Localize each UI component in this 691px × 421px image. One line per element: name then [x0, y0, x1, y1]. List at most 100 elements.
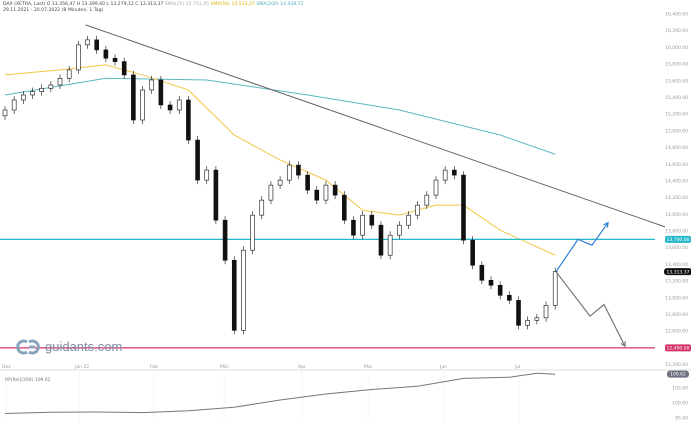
candle-body	[268, 184, 274, 201]
candle-body	[397, 224, 402, 236]
y-tick-label: 13,000.00	[665, 295, 688, 301]
candle-body	[360, 214, 365, 236]
candle-body	[296, 164, 301, 176]
candle-body	[94, 39, 99, 51]
y-tick-label: 15,400.00	[665, 95, 688, 101]
x-tick-label: Mai	[364, 364, 372, 370]
candle-body	[351, 219, 356, 236]
lower-y-tick-label: 100.00	[672, 401, 688, 407]
candle-body	[452, 169, 457, 176]
candle-body	[131, 74, 136, 121]
y-tick-label: 12,200.00	[665, 362, 688, 368]
y-tick-label: 16,200.00	[665, 28, 688, 34]
candle-body	[259, 199, 265, 216]
candle-body	[158, 79, 164, 106]
candle-body	[470, 239, 475, 266]
y-tick-label: 14,200.00	[665, 195, 688, 201]
candle-body	[121, 61, 127, 76]
scenario-down-arrow-head-icon	[620, 341, 626, 348]
candle-body	[241, 249, 246, 331]
candle-body	[149, 79, 155, 91]
candle-body	[204, 169, 210, 181]
scenario-down-arrow	[555, 271, 626, 347]
date-range: 29.11.2021 - 20.07.2022 (8 Minuten, 1 Ta…	[3, 8, 104, 13]
candle-body	[186, 99, 191, 141]
candle-body	[85, 39, 90, 46]
y-tick-label: 14,600.00	[665, 162, 688, 168]
candle-body	[534, 317, 540, 321]
candle-body	[433, 179, 439, 196]
y-tick-label: 14,400.00	[665, 178, 688, 184]
candle-body	[76, 44, 81, 71]
legend-sma50: SMA(50) 13.513,37	[210, 2, 255, 7]
candle-body	[332, 184, 338, 196]
lower-y-tick-label: 105.00	[672, 386, 688, 392]
candle-body	[552, 271, 558, 306]
candle-body	[387, 234, 393, 256]
level-price-label: 12,400.00	[667, 345, 690, 351]
candle-body	[103, 49, 109, 59]
lower-last-tag	[667, 370, 689, 378]
y-tick-label: 13,200.00	[665, 279, 688, 285]
candle-body	[516, 300, 521, 326]
y-tick-label: 15,000.00	[665, 128, 688, 134]
x-tick-label: Mär	[220, 364, 229, 370]
sma200-line	[4, 77, 556, 155]
x-tick-label: Jan 22	[74, 364, 89, 370]
y-tick-label: 14,800.00	[665, 145, 688, 151]
candle-body	[176, 99, 182, 111]
level-price-tag	[665, 344, 691, 352]
candle-body	[424, 194, 430, 206]
trendline	[85, 24, 666, 228]
candle-body	[479, 264, 485, 281]
y-tick-label: 15,800.00	[665, 62, 688, 68]
candle-body	[66, 69, 72, 79]
candle-body	[488, 279, 494, 286]
candle-body	[442, 169, 448, 181]
candle-body	[341, 194, 347, 221]
candle-body	[231, 259, 237, 331]
candle-body	[314, 189, 320, 201]
candle-body	[167, 104, 173, 111]
x-tick-label: Apr	[298, 364, 306, 370]
candle-body	[250, 214, 255, 251]
scenario-up-arrow-head-icon	[603, 221, 609, 228]
x-tick-label: Jul	[514, 364, 520, 370]
candle-body	[21, 94, 26, 101]
lower-y-tick-label: 95.00	[675, 416, 688, 421]
y-tick-label: 14,000.00	[665, 212, 688, 218]
candle-body	[112, 57, 118, 62]
candle-body	[277, 179, 283, 186]
candle-body	[543, 305, 549, 319]
instrument-name: DAX (XETRA, Last)	[3, 2, 46, 7]
candle-body	[48, 84, 54, 89]
last-price-tag	[664, 268, 691, 276]
candle-body	[39, 87, 44, 92]
lower-last-label: 109.62	[670, 372, 686, 378]
y-tick-label: 12,600.00	[665, 329, 688, 335]
logo-text: guidants.com	[45, 339, 123, 354]
x-tick-label: Jun	[439, 364, 447, 370]
ohlc-readout: O 13.356,47 H 13.399,40 L 13.279,12 C 13…	[46, 2, 164, 7]
x-tick-label: Feb	[150, 364, 158, 370]
candle-body	[378, 224, 384, 256]
candle-body	[30, 91, 35, 96]
candle-body	[507, 295, 512, 301]
candle-body	[140, 89, 145, 121]
candle-body	[2, 109, 8, 117]
legend-sma200: SMA(200) 14.438,72	[256, 2, 304, 7]
candle-body	[195, 139, 200, 181]
y-tick-label: 15,200.00	[665, 112, 688, 118]
candle-body	[286, 164, 292, 181]
sma50-line	[4, 64, 556, 256]
lower-panel-legend: RP(Rel)(200) 109.62	[5, 377, 51, 383]
relative-performance-line	[4, 372, 556, 414]
last-price-label: 13,313.37	[667, 269, 690, 275]
candle-body	[213, 169, 219, 221]
guidants-logo-icon	[16, 339, 40, 355]
candle-body	[222, 219, 228, 261]
logo: guidants.com	[15, 338, 122, 356]
y-tick-label: 13,400.00	[665, 262, 688, 268]
candle-body	[323, 184, 329, 201]
